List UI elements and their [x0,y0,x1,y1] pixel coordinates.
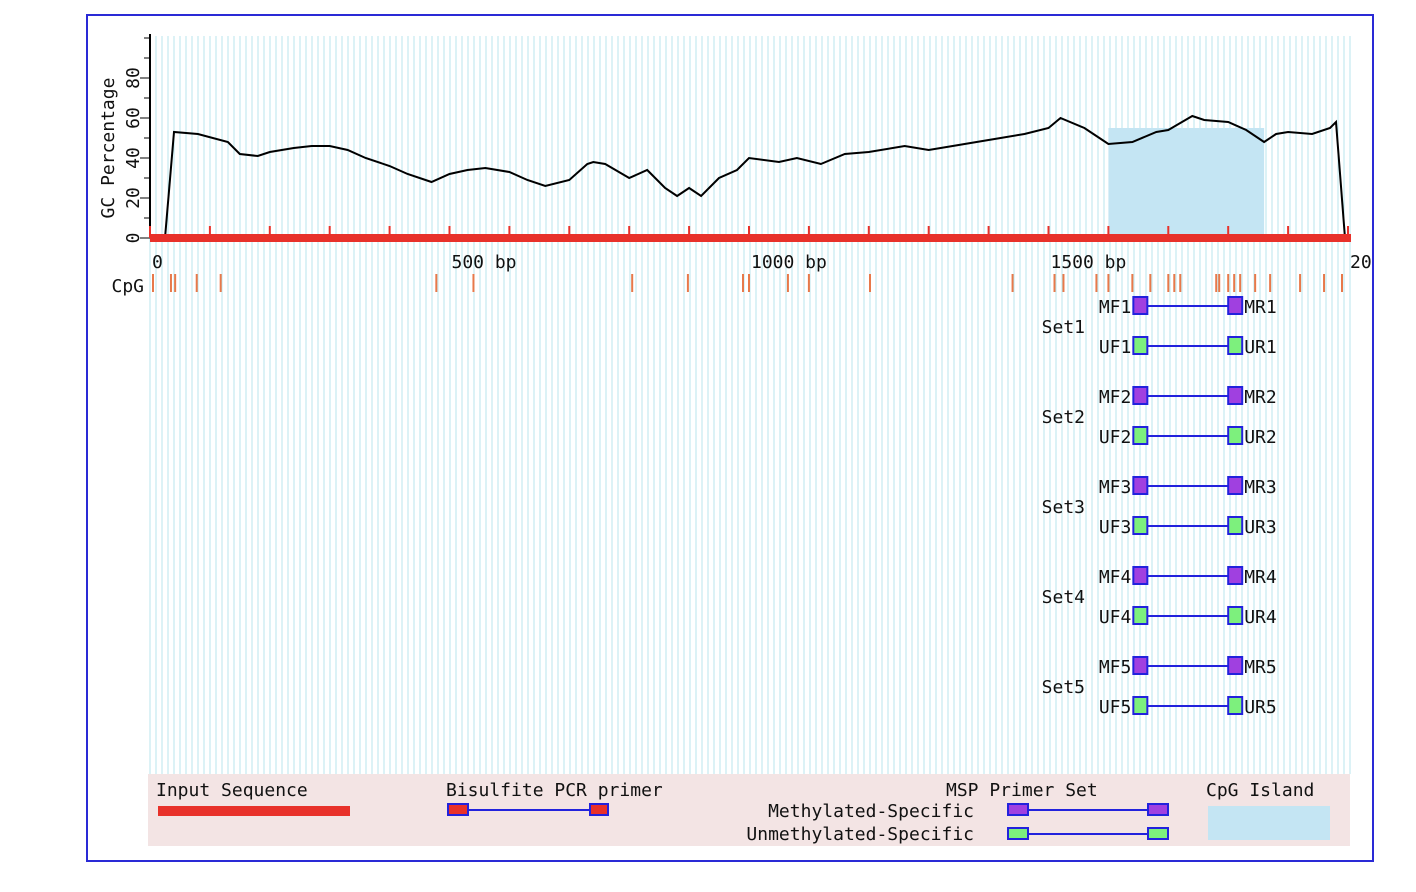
unmethylated-forward-primer [1132,516,1149,535]
legend-methylated-primer-left [1007,803,1029,816]
forward-primer-label: MF4 [1099,567,1132,588]
unmethylated-forward-primer [1132,426,1149,445]
y-tick-label: 0 [123,233,144,244]
forward-primer-label: UF5 [1099,697,1132,718]
legend-unmethylated-primer-left [1007,827,1029,840]
x-tick-label: 500 bp [452,252,517,273]
legend-msp-label: MSP Primer Set [946,780,1098,801]
methylated-reverse-primer [1227,386,1244,405]
forward-primer-label: MF3 [1099,477,1132,498]
methylated-reverse-primer [1227,476,1244,495]
legend-input-sequence-swatch [158,806,350,816]
unmethylated-reverse-primer [1227,606,1244,625]
methylated-forward-primer [1132,476,1149,495]
y-tick-label: 80 [123,67,144,89]
unmethylated-forward-primer [1132,606,1149,625]
legend-bisulfite-primer-right [589,803,609,816]
unmethylated-reverse-primer [1227,696,1244,715]
x-axis-ticks [149,226,1349,238]
primer-set-label: Set1 [1042,317,1085,338]
primer-set-label: Set3 [1042,497,1085,518]
gc-chart: 0 20 40 60 80 GC Percentage 0 500 bp 1000 bp 15… [98,34,1372,846]
reverse-primer-label: UR1 [1244,337,1277,358]
legend-bisulfite-label: Bisulfite PCR primer [446,780,663,801]
y-tick-label: 60 [123,107,144,129]
unmethylated-reverse-primer [1227,336,1244,355]
forward-primer-label: MF2 [1099,387,1132,408]
figure-frame: 0 20 40 60 80 GC Percentage 0 500 bp 1000 bp 15… [86,14,1374,862]
reverse-primer-label: UR2 [1244,427,1277,448]
reverse-primer-label: UR4 [1244,607,1277,628]
methylated-forward-primer [1132,656,1149,675]
reverse-primer-label: MR1 [1244,297,1277,318]
x-tick-label: 1000 bp [751,252,827,273]
y-axis: 0 20 40 60 80 [123,34,151,244]
primer-set-label: Set5 [1042,677,1085,698]
y-axis-label: GC Percentage [98,78,119,219]
cpg-island-region [1108,128,1265,238]
methylated-forward-primer [1132,386,1149,405]
y-tick-label: 40 [123,147,144,169]
methylated-forward-primer [1132,296,1149,315]
forward-primer-label: MF1 [1099,297,1132,318]
unmethylated-reverse-primer [1227,426,1244,445]
legend: Input Sequence Bisulfite PCR primer MSP … [148,774,1350,846]
legend-input-sequence-label: Input Sequence [156,780,308,801]
reverse-primer-label: UR5 [1244,697,1277,718]
legend-unmethylated-primer-right [1147,827,1169,840]
forward-primer-label: UF4 [1099,607,1132,628]
legend-cpg-island-label: CpG Island [1206,780,1314,801]
forward-primer-label: UF1 [1099,337,1132,358]
forward-primer-label: UF3 [1099,517,1132,538]
reverse-primer-label: MR2 [1244,387,1277,408]
x-tick-label: 1500 bp [1051,252,1127,273]
y-tick-label: 20 [123,187,144,209]
reverse-primer-label: MR3 [1244,477,1277,498]
forward-primer-label: MF5 [1099,657,1132,678]
unmethylated-forward-primer [1132,696,1149,715]
primer-set-label: Set4 [1042,587,1085,608]
legend-methylated-label: Methylated-Specific [768,801,974,822]
x-tick-label: 0 [152,252,163,273]
reverse-primer-label: UR3 [1244,517,1277,538]
gc-percentage-line [150,114,1346,239]
x-tick-label: 2000 b [1350,252,1372,273]
gridlines [149,36,1351,774]
cpg-sites [151,274,1344,292]
unmethylated-reverse-primer [1227,516,1244,535]
legend-cpg-island-swatch [1208,806,1330,840]
legend-bisulfite-primer-left [447,803,469,816]
cpg-row-label: CpG [111,276,144,297]
reverse-primer-label: MR4 [1244,567,1277,588]
legend-methylated-primer-right [1147,803,1169,816]
input-sequence-bar [150,234,1352,242]
methylated-reverse-primer [1227,566,1244,585]
unmethylated-forward-primer [1132,336,1149,355]
reverse-primer-label: MR5 [1244,657,1277,678]
methylated-forward-primer [1132,566,1149,585]
primer-set-label: Set2 [1042,407,1085,428]
forward-primer-label: UF2 [1099,427,1132,448]
methylated-reverse-primer [1227,656,1244,675]
methylated-reverse-primer [1227,296,1244,315]
legend-unmethylated-label: Unmethylated-Specific [746,824,974,845]
primer-sets: MF1 MR1 UF1 UR1 Set1 MF2 MR2 UF2 UR2 Set2 MF3 MR3 UF… [1042,296,1277,718]
x-axis-labels: 0 500 bp 1000 bp 1500 bp 2000 b [152,252,1372,273]
